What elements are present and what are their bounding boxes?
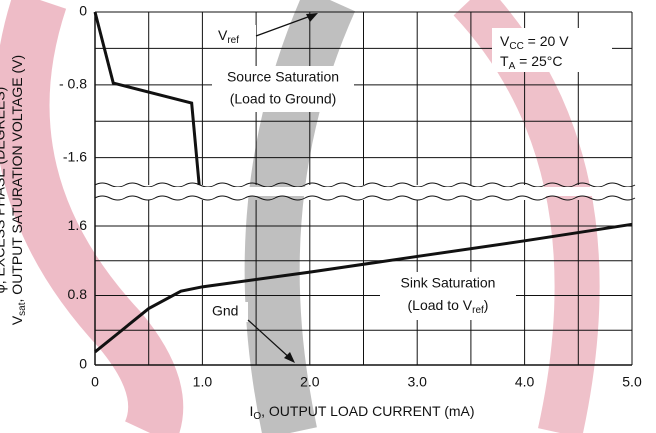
series-label-main: (Load to V bbox=[408, 297, 473, 313]
data-line bbox=[93, 11, 201, 186]
x-axis-label-sub: O bbox=[253, 411, 261, 422]
vref-annotation: Vref bbox=[218, 27, 239, 46]
x-tick-label: 0 bbox=[91, 374, 99, 390]
series-label-tail: ) bbox=[484, 297, 489, 313]
y-axis-label: Vsat, OUTPUT SATURATION VOLTAGE (V) bbox=[9, 55, 28, 325]
gnd-annotation: Gnd bbox=[212, 303, 238, 319]
series-label: Sink Saturation bbox=[401, 275, 496, 291]
break-gap bbox=[96, 187, 631, 196]
x-tick-label: 5.0 bbox=[622, 374, 642, 390]
axis-break bbox=[94, 182, 636, 188]
y-tick-label: - 0.8 bbox=[59, 76, 87, 92]
condition: VCC = 20 V bbox=[500, 33, 569, 52]
vref-annotation-main: V bbox=[218, 27, 228, 43]
watermark-band bbox=[244, 0, 356, 433]
arrowhead bbox=[306, 13, 318, 22]
y-axis-label-2: φ, EXCESS PHASE (DEGREES) bbox=[0, 87, 8, 294]
condition-main: V bbox=[500, 33, 510, 49]
y-axis-label-main: V bbox=[9, 315, 25, 325]
axis-break bbox=[94, 195, 636, 201]
series-label: (Load to Ground) bbox=[230, 91, 337, 107]
y-tick-label: -1.6 bbox=[63, 148, 87, 164]
y-tick-label: 0 bbox=[79, 356, 87, 372]
arrow bbox=[255, 13, 317, 37]
condition-tail: = 25°C bbox=[515, 53, 562, 69]
series-label-sub: ref bbox=[472, 305, 484, 316]
condition-tail: = 20 V bbox=[524, 33, 569, 49]
label-bg bbox=[212, 66, 354, 112]
y-tick-label: 1.6 bbox=[68, 217, 88, 233]
y-axis-label-sub: sat bbox=[17, 302, 28, 316]
x-tick-label: 4.0 bbox=[515, 374, 535, 390]
y-tick-label: 0 bbox=[79, 3, 87, 19]
condition: TA = 25°C bbox=[500, 53, 562, 72]
condition-sub: CC bbox=[509, 41, 523, 52]
x-tick-label: 1.0 bbox=[193, 374, 213, 390]
condition-main: T bbox=[500, 53, 509, 69]
x-tick-label: 2.0 bbox=[300, 374, 320, 390]
x-axis-label-tail: , OUTPUT LOAD CURRENT (mA) bbox=[261, 403, 474, 419]
label-bg bbox=[492, 28, 612, 72]
vref-annotation-sub: ref bbox=[227, 35, 239, 46]
arrow bbox=[247, 319, 293, 361]
x-axis-label: IO, OUTPUT LOAD CURRENT (mA) bbox=[249, 403, 474, 422]
y-axis-label-tail: , OUTPUT SATURATION VOLTAGE (V) bbox=[9, 55, 25, 303]
label-bg bbox=[208, 302, 248, 322]
y-tick-label: 0.8 bbox=[68, 286, 88, 302]
arrowhead bbox=[284, 352, 295, 363]
label-bg bbox=[212, 25, 256, 47]
series-label: (Load to Vref) bbox=[408, 297, 489, 316]
condition-sub: A bbox=[509, 61, 516, 72]
label-bg bbox=[380, 272, 516, 320]
series-label: Source Saturation bbox=[227, 69, 339, 85]
watermark-arc bbox=[0, 0, 184, 433]
x-tick-label: 3.0 bbox=[407, 374, 427, 390]
data-line bbox=[94, 222, 633, 354]
x-axis-label-main: I bbox=[249, 403, 253, 419]
